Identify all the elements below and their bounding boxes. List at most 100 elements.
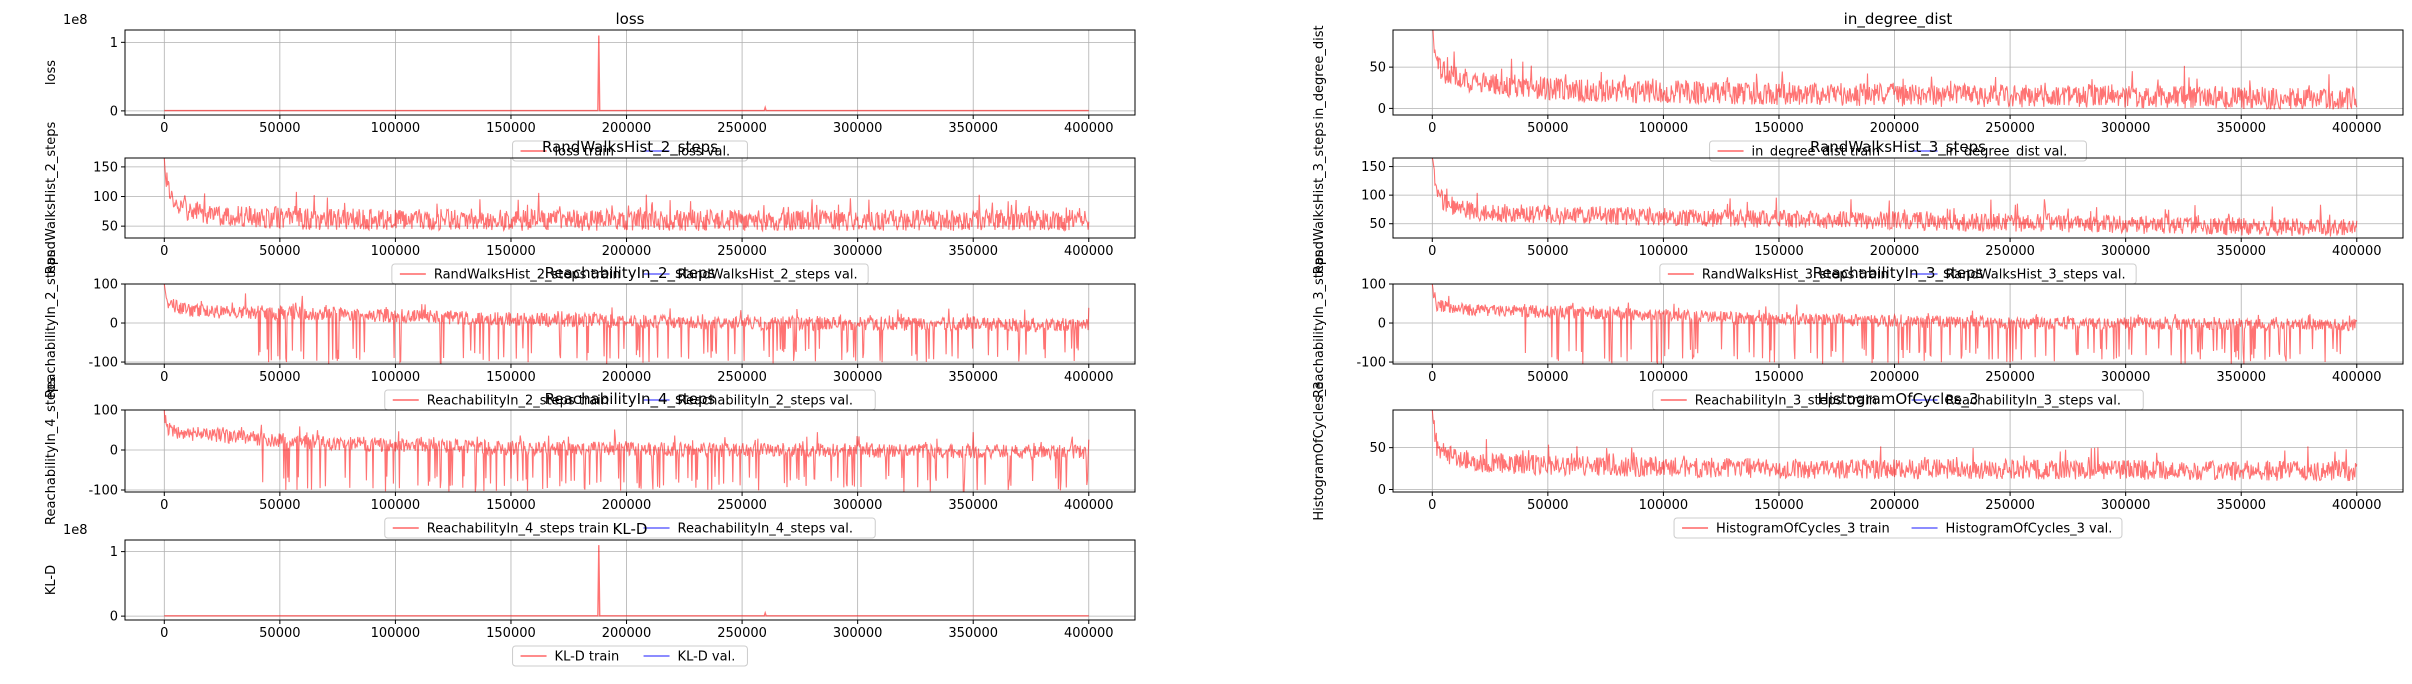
x-tick-label: 300000 xyxy=(2101,370,2151,385)
legend-label-train: HistogramOfCycles_3 train xyxy=(1716,522,1890,537)
grid xyxy=(125,158,1135,238)
x-tick-label: 150000 xyxy=(486,244,536,259)
subplot-title: ReachabilityIn_3_steps xyxy=(1813,264,1984,283)
x-tick-label: 200000 xyxy=(1870,498,1920,513)
x-tick-label: 100000 xyxy=(1639,370,1689,385)
y-tick-label: 50 xyxy=(1369,61,1386,76)
axes-frame xyxy=(124,157,1136,239)
grid xyxy=(125,540,1135,620)
y-tick-label: 100 xyxy=(93,404,118,419)
x-tick-label: 400000 xyxy=(2332,244,2382,259)
x-tick-label: 350000 xyxy=(2216,121,2266,136)
legend: ReachabilityIn_4_steps train Reachability… xyxy=(384,517,876,539)
x-tick-label: 100000 xyxy=(371,626,421,641)
legend-box xyxy=(512,140,748,162)
subplot-1: 0 50000 100000 150000 200000 250000 300000 3500… xyxy=(1312,10,2404,162)
x-tick-label: 400000 xyxy=(2332,370,2382,385)
subplot-2: 0 50000 100000 150000 200000 250000 300000 3500… xyxy=(44,122,1136,285)
legend: RandWalksHist_2_steps train RandWalksHist… xyxy=(391,263,869,285)
legend-label-val: HistogramOfCycles_3 val. xyxy=(1946,522,2113,537)
y-tick-label: 0 xyxy=(110,104,118,119)
x-tick-label: 400000 xyxy=(1064,370,1114,385)
legend-label-val: in_degree_dist val. xyxy=(1946,145,2068,160)
x-tick-label: 350000 xyxy=(2216,498,2266,513)
legend-label-train: ReachabilityIn_3_steps train xyxy=(1695,394,1877,409)
y-tick-label: -100 xyxy=(88,484,118,499)
legend-box xyxy=(384,517,876,539)
legend: ReachabilityIn_2_steps train Reachability… xyxy=(384,389,876,411)
x-tick-label: 350000 xyxy=(948,498,998,513)
x-tick-label: 0 xyxy=(160,498,168,513)
legend: loss train loss val. xyxy=(512,140,748,162)
subplot-title: RandWalksHist_2_steps xyxy=(542,138,718,157)
legend-label-train: ReachabilityIn_4_steps train xyxy=(427,522,609,537)
x-tick-label: 200000 xyxy=(602,370,652,385)
x-tick-label: 150000 xyxy=(1754,121,1804,136)
series-line-train xyxy=(1431,284,2358,364)
legend-label-val: ReachabilityIn_2_steps val. xyxy=(678,394,853,409)
y-axis-label: ReachabilityIn_2_steps xyxy=(44,250,59,398)
x-tick-label: 100000 xyxy=(371,244,421,259)
x-tick-label: 350000 xyxy=(2216,370,2266,385)
axes-frame xyxy=(124,29,1136,116)
y-axis-label: HistogramOfCycles_3 xyxy=(1312,381,1327,520)
subplot-0: 0 50000 100000 150000 200000 250000 300000 3500… xyxy=(44,10,1136,162)
x-tick-label: 0 xyxy=(160,626,168,641)
x-tick-label: 400000 xyxy=(2332,498,2382,513)
x-tick-label: 150000 xyxy=(486,626,536,641)
x-tick-label: 50000 xyxy=(259,121,300,136)
x-tick-label: 300000 xyxy=(833,498,883,513)
axes-frame xyxy=(124,409,1136,493)
subplot-6: 0 50000 100000 150000 200000 250000 300000 3500… xyxy=(44,377,1136,539)
subplot-title: ReachabilityIn_4_steps xyxy=(545,390,716,409)
legend-box xyxy=(1673,517,2123,539)
x-tick-label: 250000 xyxy=(717,626,767,641)
subplot-title: in_degree_dist xyxy=(1844,10,1953,29)
subplot-title: RandWalksHist_3_steps xyxy=(1810,138,1986,157)
x-tick-label: 250000 xyxy=(1985,244,2035,259)
x-tick-label: 350000 xyxy=(948,370,998,385)
y-tick-label: -100 xyxy=(1356,356,1386,371)
x-tick-label: 200000 xyxy=(602,121,652,136)
x-tick-label: 400000 xyxy=(1064,244,1114,259)
subplot-title: HistogramOfCycles_3 xyxy=(1818,390,1979,409)
legend-label-train: RandWalksHist_3_steps train xyxy=(1702,268,1889,283)
y-tick-label: 50 xyxy=(1369,217,1386,232)
x-tick-label: 50000 xyxy=(1527,370,1568,385)
x-tick-label: 300000 xyxy=(2101,244,2151,259)
x-tick-label: 400000 xyxy=(1064,498,1114,513)
axes-frame xyxy=(1392,409,2404,493)
y-axis-label: in_degree_dist xyxy=(1312,25,1327,119)
legend: KL-D train KL-D val. xyxy=(512,645,748,667)
x-tick-label: 200000 xyxy=(1870,370,1920,385)
x-tick-label: 400000 xyxy=(2332,121,2382,136)
subplot-3: 0 50000 100000 150000 200000 250000 300000 3500… xyxy=(1312,122,2404,285)
y-tick-label: 1 xyxy=(110,545,118,560)
x-tick-label: 300000 xyxy=(833,370,883,385)
x-tick-label: 400000 xyxy=(1064,626,1114,641)
x-tick-label: 350000 xyxy=(948,244,998,259)
x-tick-label: 100000 xyxy=(1639,244,1689,259)
y-tick-label: 0 xyxy=(1378,483,1386,498)
x-tick-label: 50000 xyxy=(259,626,300,641)
y-axis-label: RandWalksHist_2_steps xyxy=(44,122,59,275)
x-tick-label: 0 xyxy=(160,370,168,385)
x-tick-label: 300000 xyxy=(2101,121,2151,136)
axis-offset-label: 1e8 xyxy=(63,523,88,538)
series-line-train xyxy=(163,284,1090,364)
y-axis-label: ReachabilityIn_4_steps xyxy=(44,377,59,525)
y-tick-label: 0 xyxy=(1378,317,1386,332)
legend-label-val: RandWalksHist_2_steps val. xyxy=(678,268,858,283)
x-tick-label: 100000 xyxy=(1639,498,1689,513)
legend-box xyxy=(512,645,748,667)
legend-label-train: ReachabilityIn_2_steps train xyxy=(427,394,609,409)
x-tick-label: 0 xyxy=(1428,121,1436,136)
axes-frame xyxy=(124,539,1136,621)
y-tick-label: 0 xyxy=(1378,102,1386,117)
x-tick-label: 0 xyxy=(1428,244,1436,259)
legend: HistogramOfCycles_3 train HistogramOfCycl… xyxy=(1673,517,2123,539)
x-tick-label: 150000 xyxy=(486,498,536,513)
y-axis-label: KL-D xyxy=(44,565,59,595)
y-tick-label: 0 xyxy=(110,317,118,332)
x-tick-label: 100000 xyxy=(1639,121,1689,136)
